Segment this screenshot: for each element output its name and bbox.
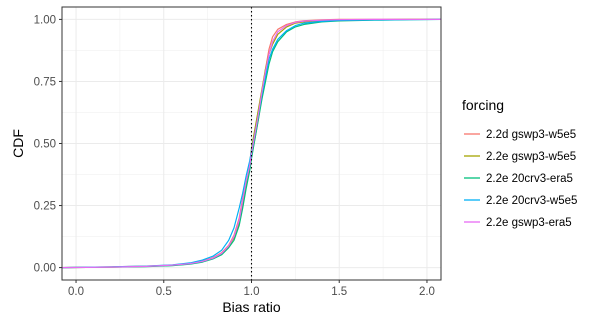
y-tick-label: 0.50 <box>34 139 56 151</box>
legend-item: 2.2e 20crv3-w5e5 <box>464 195 577 207</box>
legend-label: 2.2e 20crv3-era5 <box>486 173 573 185</box>
legend-label: 2.2d gswp3-w5e5 <box>486 129 576 141</box>
x-tick-label: 0.5 <box>156 286 172 298</box>
y-axis-title: CDF <box>10 129 26 158</box>
legend-label: 2.2e gswp3-w5e5 <box>486 151 576 163</box>
x-tick-label: 1.0 <box>244 286 260 298</box>
legend-label: 2.2e 20crv3-w5e5 <box>486 195 577 207</box>
legend-item: 2.2e 20crv3-era5 <box>464 173 573 185</box>
legend-item: 2.2e gswp3-era5 <box>464 217 572 229</box>
x-tick-label: 0.0 <box>68 286 84 298</box>
legend-title: forcing <box>462 97 504 113</box>
series-line <box>61 18 441 269</box>
legend-item: 2.2d gswp3-w5e5 <box>464 129 576 141</box>
series-line <box>61 18 442 269</box>
x-axis-ticks: 0.0 0.5 1.0 1.5 2.0 <box>68 280 435 298</box>
y-axis-ticks: 0.00 0.25 0.50 0.75 1.00 <box>34 14 62 275</box>
y-tick-label: 0.25 <box>34 201 56 213</box>
legend-label: 2.2e gswp3-era5 <box>486 217 572 229</box>
series-lines <box>61 18 442 269</box>
x-axis-title: Bias ratio <box>222 299 281 315</box>
legend: 2.2d gswp3-w5e5 2.2e gswp3-w5e5 2.2e 20crv… <box>464 129 577 229</box>
x-tick-label: 2.0 <box>419 286 435 298</box>
y-tick-label: 1.00 <box>34 14 56 26</box>
y-tick-label: 0.00 <box>34 263 56 275</box>
x-tick-label: 1.5 <box>331 286 347 298</box>
legend-item: 2.2e gswp3-w5e5 <box>464 151 576 163</box>
y-tick-label: 0.75 <box>34 76 56 88</box>
